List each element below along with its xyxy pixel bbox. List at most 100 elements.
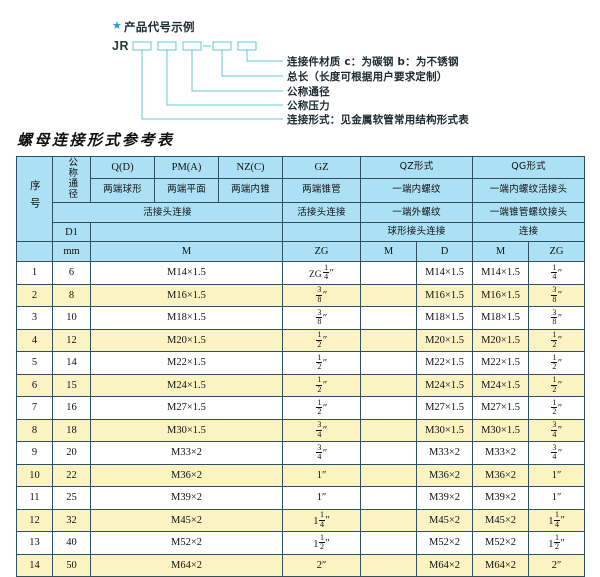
table-row: 9 20 M33×2 3 4 ″ M33×2 M33×2 3 4 ″ [16, 441, 586, 465]
cell-thread-zg-gz: 1 2 ″ [282, 328, 361, 353]
leader-line-pressure [166, 50, 283, 106]
header-ball-joint-qz: 球形接头连接 [359, 222, 474, 243]
cell-nominal-diameter: 12 [52, 328, 91, 353]
table-row: 4 12 M20×1.5 1 2 ″ M20×1.5 M20×1.5 1 2 ″ [16, 328, 586, 353]
cell-thread-zg-qg: 1 2 ″ [528, 351, 586, 375]
table-row: 11 25 M39×2 1″ M39×2 M39×2 1″ [16, 486, 586, 510]
cell-thread-zg-gz: 1″ [282, 486, 361, 510]
cell-thread-zg-qg: 3 8 ″ [528, 283, 586, 308]
cell-thread-m-qz [360, 508, 417, 533]
cell-thread-zg-gz: 1 2 ″ [282, 351, 361, 375]
header-thread-m-qz: M [360, 241, 417, 263]
cell-thread-m-qz [360, 396, 417, 420]
leader-line-connection [141, 50, 283, 120]
header-unit-blank [16, 241, 53, 263]
cell-seq-no: 8 [16, 418, 53, 443]
cell-nominal-diameter: 22 [52, 463, 91, 488]
leader-line-material [246, 50, 283, 62]
cell-thread-m: M30×1.5 [90, 418, 283, 443]
cell-thread-zg-gz: 1 2 ″ [282, 396, 361, 420]
cell-nominal-diameter: 40 [52, 531, 91, 555]
table-row: 2 8 M16×1.5 3 8 ″ M16×1.5 M16×1.5 3 8 ″ [16, 283, 586, 308]
cell-thread-m: M52×2 [90, 531, 283, 555]
code-box-3 [182, 41, 202, 51]
cell-seq-no: 2 [16, 283, 53, 308]
cell-thread-m: M45×2 [90, 508, 283, 533]
header-desc-pma: 两端平面 [154, 177, 219, 204]
table-row: 7 16 M27×1.5 1 2 ″ M27×1.5 M27×1.5 1 2 ″ [16, 396, 586, 420]
label-nominal-pressure: 公称压力 [287, 100, 330, 112]
table-row: 12 32 M45×2 1 1 4 ″ M45×2 M45×2 1 1 4 ″ [16, 508, 586, 533]
cell-thread-zg-qg: 3 4 ″ [528, 418, 586, 443]
cell-nominal-diameter: 50 [52, 553, 91, 577]
label-connector-material: 连接件材质 c：为碳钢 b：为不锈钢 [287, 56, 459, 68]
header-desc-nzc: 两端内锥 [218, 177, 283, 204]
cell-thread-m-qz [360, 553, 417, 577]
header-seq-no-label: 序号 [28, 180, 41, 215]
table-header-row-desc2: 活接头连接 活接头连接 一端外螺纹 一端锥管螺纹接头 [17, 202, 586, 224]
cell-thread-zg-gz: 2″ [282, 553, 361, 577]
header-taper-thread-qg: 一端锥管螺纹接头 [472, 202, 586, 224]
cell-nominal-diameter: 16 [52, 396, 91, 420]
cell-thread-d-qz: M64×2 [415, 553, 474, 577]
code-box-2 [157, 41, 177, 51]
header-d1: D1 [52, 222, 91, 243]
cell-thread-m: M27×1.5 [90, 396, 283, 420]
table-title: 螺母连接形式参考表 [17, 131, 175, 149]
table-row: 14 50 M64×2 2″ M64×2 M64×2 2″ [16, 553, 586, 577]
cell-thread-m-qg: M33×2 [472, 441, 530, 465]
label-nominal-diameter: 公称通径 [287, 86, 330, 98]
cell-thread-m: M22×1.5 [90, 351, 283, 375]
cell-thread-m-qz [360, 373, 417, 398]
cell-thread-d-qz: M22×1.5 [415, 351, 474, 375]
cell-thread-m-qz [360, 351, 417, 375]
leader-line-length [221, 50, 283, 77]
cell-thread-m: M14×1.5 [90, 261, 283, 285]
cell-thread-zg-gz: 1 2 ″ [282, 373, 361, 398]
table-row: 8 18 M30×1.5 3 4 ″ M30×1.5 M30×1.5 3 4 ″ [16, 418, 586, 443]
header-blank-gz [282, 222, 361, 243]
cell-seq-no: 3 [16, 306, 53, 330]
cell-thread-zg-gz: 1 1 4 ″ [282, 508, 361, 533]
cell-nominal-diameter: 10 [52, 306, 91, 330]
cell-thread-zg-qg: 3 8 ″ [528, 306, 586, 330]
cell-thread-zg-qg: 1 1 4 ″ [528, 508, 586, 533]
cell-seq-no: 12 [16, 508, 53, 533]
cell-thread-m-qz [360, 463, 417, 488]
cell-thread-zg-qg: 1 2 ″ [528, 373, 586, 398]
cell-thread-d-qz: M36×2 [415, 463, 474, 488]
table-row: 13 40 M52×2 1 1 2 ″ M52×2 M52×2 1 1 2 ″ [16, 531, 586, 555]
cell-seq-no: 11 [16, 486, 53, 510]
header-thread-m-qg: M [472, 241, 530, 263]
cell-thread-zg-qg: 1″ [528, 486, 586, 510]
cell-thread-zg-gz: ZG 1 4 ″ [282, 261, 361, 285]
header-group-qd: Q(D) [90, 156, 155, 179]
cell-nominal-diameter: 6 [52, 261, 91, 285]
cell-thread-zg-qg: 1″ [528, 463, 586, 488]
header-group-qz: QZ形式 [359, 156, 474, 179]
header-desc-qd: 两端球形 [90, 177, 155, 204]
cell-thread-m-qz [360, 328, 417, 353]
table-row: 5 14 M22×1.5 1 2 ″ M22×1.5 M22×1.5 1 2 ″ [16, 351, 586, 375]
header-nominal-diameter: 公称通径 [52, 155, 91, 204]
cell-thread-zg-gz: 1″ [282, 463, 361, 488]
cell-thread-m: M36×2 [90, 463, 283, 488]
header-external-thread-qz: 一端外螺纹 [359, 202, 474, 224]
cell-thread-m: M33×2 [90, 441, 283, 465]
cell-thread-m-qz [360, 283, 417, 308]
header-nominal-diameter-label: 公称通径 [66, 157, 78, 199]
star-icon: ★ [112, 20, 122, 32]
cell-thread-m-qg: M27×1.5 [472, 396, 530, 420]
cell-thread-zg-qg: 1 1 2 ″ [528, 531, 586, 555]
cell-thread-m-qz [360, 486, 417, 510]
cell-thread-m: M18×1.5 [90, 306, 283, 330]
table-row: 10 22 M36×2 1″ M36×2 M36×2 1″ [16, 463, 586, 488]
cell-thread-m-qg: M45×2 [472, 508, 530, 533]
cell-nominal-diameter: 32 [52, 508, 91, 533]
header-desc-qz: 一端内螺纹 [359, 177, 474, 204]
cell-thread-zg-gz: 1 1 2 ″ [282, 531, 361, 555]
cell-seq-no: 7 [16, 396, 53, 420]
leader-line-diameter [191, 50, 283, 92]
cell-thread-m-qg: M64×2 [472, 553, 530, 577]
cell-seq-no: 4 [16, 328, 53, 353]
